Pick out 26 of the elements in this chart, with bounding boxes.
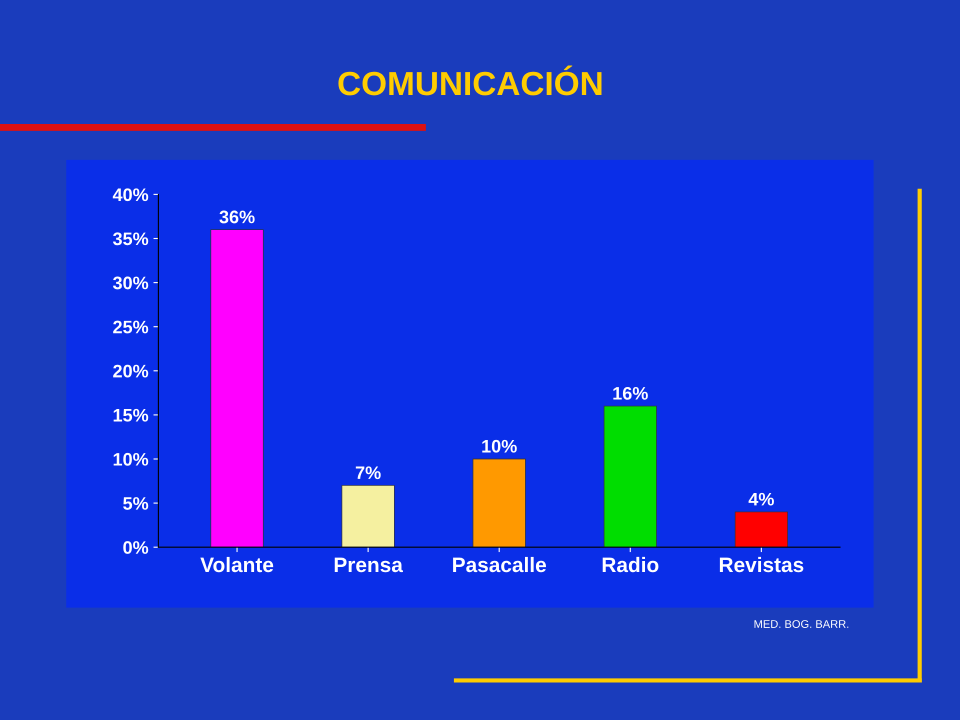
x-tick-label: Radio: [602, 556, 658, 572]
bar: [342, 485, 395, 548]
data-label: 36%: [219, 210, 255, 224]
bar: [472, 458, 526, 548]
bar: [604, 406, 657, 548]
y-tick-label: 35%: [112, 232, 148, 246]
bar: [210, 229, 264, 548]
y-tick-label: 20%: [113, 364, 148, 378]
y-tick-label: 5%: [123, 497, 148, 510]
y-tick-label: 40%: [112, 188, 148, 202]
data-label: 16%: [613, 386, 648, 400]
x-tick-label: Revistas: [720, 556, 804, 572]
y-tick-label: 10%: [114, 452, 148, 466]
y-tick-label: 25%: [113, 320, 148, 334]
y-tick-label: 0%: [123, 541, 148, 554]
text: MED. BOG. BARR.: [754, 620, 848, 628]
data-label: 4%: [748, 492, 774, 506]
y-tick-label: 15%: [114, 408, 148, 422]
data-label: 7%: [356, 466, 381, 480]
x-tick-label: Volante: [200, 556, 274, 572]
y-tick-label: 30%: [112, 276, 148, 290]
chart-title: COMUNICACIÓN: [338, 65, 602, 96]
x-tick-label: Pasacalle: [453, 556, 546, 572]
x-tick-label: Prensa: [334, 558, 403, 572]
data-label: 10%: [482, 440, 517, 453]
bar: [734, 512, 788, 548]
